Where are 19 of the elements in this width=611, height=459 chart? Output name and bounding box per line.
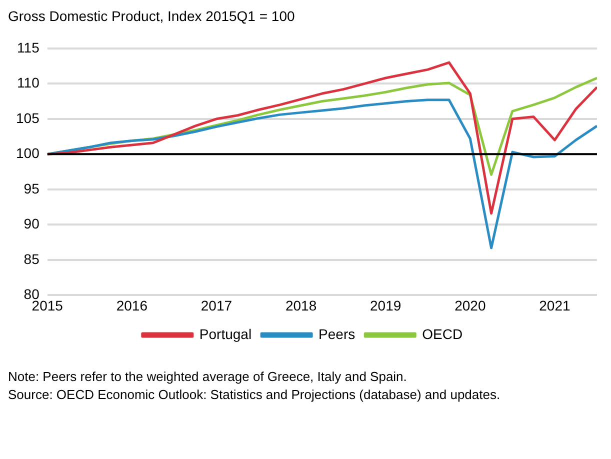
x-tick-label: 2019 bbox=[370, 297, 402, 314]
x-tick-label: 2017 bbox=[200, 297, 232, 314]
source-note: Source: OECD Economic Outlook: Statistics and Projections (database) and updates. bbox=[8, 386, 502, 404]
legend-label: Peers bbox=[318, 326, 356, 342]
chart-title: Gross Domestic Product, Index 2015Q1 = 100 bbox=[8, 8, 296, 24]
y-tick-label: 85 bbox=[24, 250, 40, 267]
legend-label: OECD bbox=[422, 326, 463, 342]
x-tick-label: 2016 bbox=[116, 297, 148, 314]
x-tick-label: 2021 bbox=[539, 297, 570, 314]
text: Note: Peers refer to the weighted average of Greece, Italy and Spain. bbox=[8, 368, 408, 386]
y-tick-label: 110 bbox=[17, 74, 40, 91]
x-tick-label: 2018 bbox=[285, 297, 317, 314]
y-tick-label: 90 bbox=[24, 216, 40, 232]
x-tick-label: 2020 bbox=[454, 297, 486, 314]
y-tick-label: 105 bbox=[16, 110, 40, 126]
y-tick-label: 115 bbox=[17, 39, 40, 56]
legend-label: Portugal bbox=[199, 326, 252, 342]
y-tick-label: 95 bbox=[24, 180, 40, 196]
y-tick-label: 100 bbox=[16, 145, 40, 162]
